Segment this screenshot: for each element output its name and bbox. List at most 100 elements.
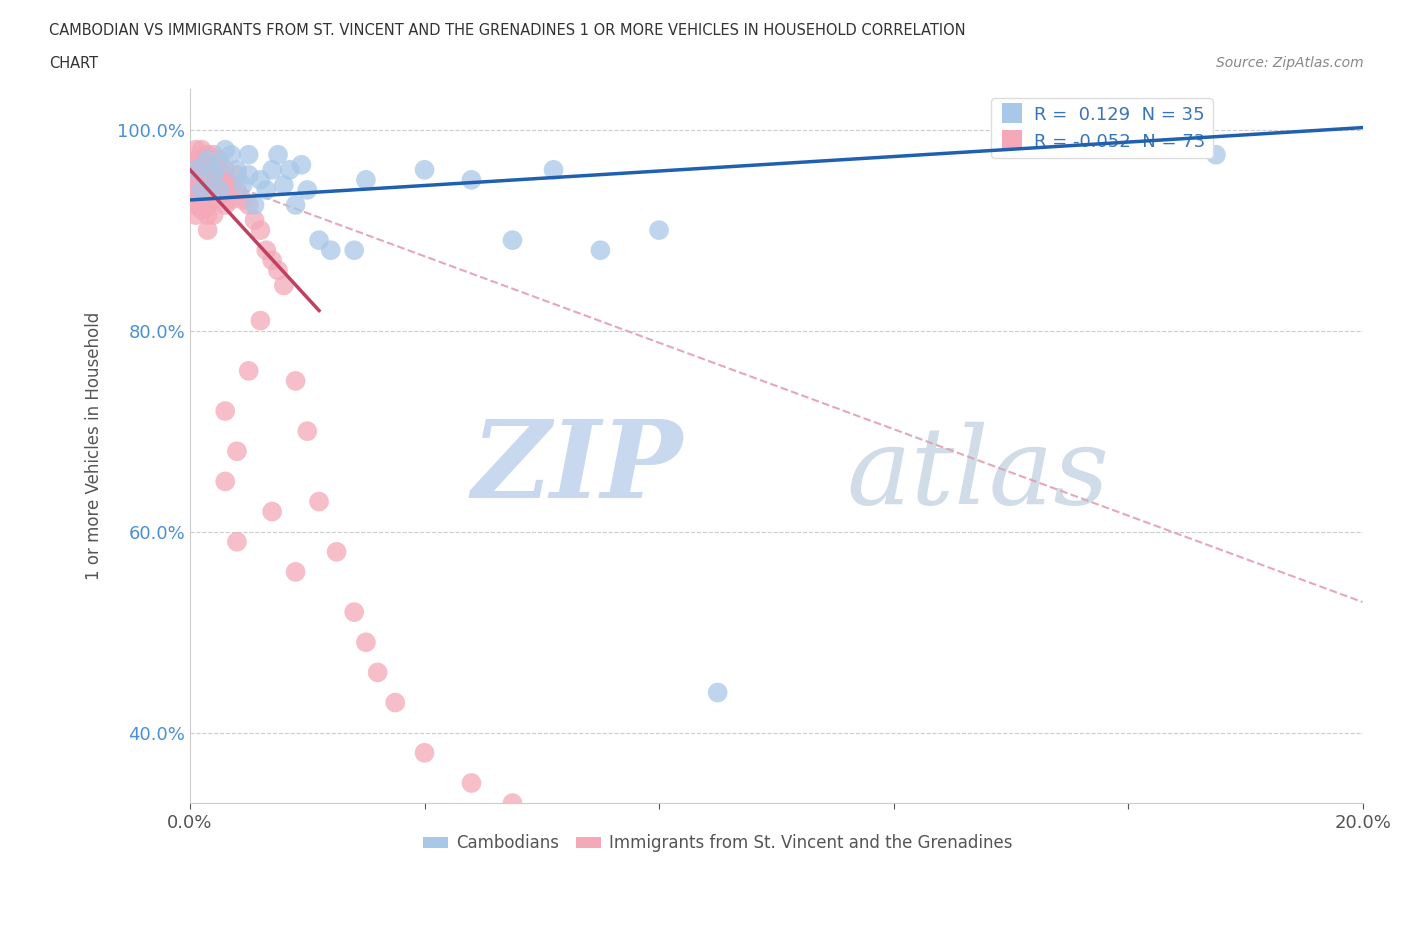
- Point: [184, 197, 207, 212]
- Point: [589, 243, 612, 258]
- Point: [191, 182, 214, 197]
- Point: [297, 182, 319, 197]
- Point: [184, 163, 207, 178]
- Point: [254, 243, 277, 258]
- Point: [191, 178, 214, 193]
- Point: [214, 404, 236, 418]
- Point: [184, 157, 207, 172]
- Point: [197, 207, 219, 222]
- Point: [284, 565, 307, 579]
- Point: [214, 474, 236, 489]
- Point: [219, 178, 242, 193]
- Point: [308, 232, 330, 247]
- Point: [197, 167, 219, 182]
- Point: [367, 665, 389, 680]
- Point: [197, 147, 219, 162]
- Point: [214, 172, 236, 187]
- Text: Source: ZipAtlas.com: Source: ZipAtlas.com: [1216, 56, 1364, 70]
- Point: [502, 232, 524, 247]
- Point: [197, 157, 219, 172]
- Point: [197, 197, 219, 212]
- Point: [354, 635, 377, 650]
- Point: [214, 142, 236, 157]
- Point: [249, 222, 271, 237]
- Point: [384, 695, 406, 710]
- Point: [202, 182, 225, 197]
- Point: [184, 182, 207, 197]
- Point: [226, 444, 249, 458]
- Point: [202, 193, 225, 207]
- Point: [214, 163, 236, 178]
- Point: [226, 167, 249, 182]
- Point: [460, 776, 482, 790]
- Point: [502, 796, 524, 811]
- Point: [219, 147, 242, 162]
- Point: [208, 157, 231, 172]
- Point: [184, 142, 207, 157]
- Point: [197, 222, 219, 237]
- Point: [413, 163, 436, 178]
- Point: [243, 213, 266, 228]
- Point: [208, 172, 231, 187]
- Point: [208, 153, 231, 167]
- Point: [706, 685, 728, 700]
- Point: [208, 182, 231, 197]
- Point: [238, 197, 260, 212]
- Point: [202, 163, 225, 178]
- Point: [208, 163, 231, 178]
- Point: [249, 313, 271, 328]
- Point: [308, 494, 330, 509]
- Point: [202, 167, 225, 182]
- Point: [648, 222, 671, 237]
- Point: [290, 157, 312, 172]
- Point: [184, 193, 207, 207]
- Point: [297, 424, 319, 439]
- Y-axis label: 1 or more Vehicles in Household: 1 or more Vehicles in Household: [86, 312, 103, 580]
- Point: [273, 278, 295, 293]
- Text: CAMBODIAN VS IMMIGRANTS FROM ST. VINCENT AND THE GRENADINES 1 OR MORE VEHICLES I: CAMBODIAN VS IMMIGRANTS FROM ST. VINCENT…: [49, 23, 966, 38]
- Point: [262, 163, 284, 178]
- Point: [202, 172, 225, 187]
- Point: [197, 188, 219, 203]
- Point: [238, 167, 260, 182]
- Point: [184, 172, 207, 187]
- Point: [191, 142, 214, 157]
- Point: [184, 167, 207, 182]
- Point: [284, 197, 307, 212]
- Point: [238, 364, 260, 379]
- Point: [208, 188, 231, 203]
- Text: atlas: atlas: [846, 422, 1109, 527]
- Text: CHART: CHART: [49, 56, 98, 71]
- Point: [191, 203, 214, 218]
- Point: [343, 604, 366, 619]
- Point: [254, 182, 277, 197]
- Point: [214, 197, 236, 212]
- Point: [184, 188, 207, 203]
- Point: [226, 535, 249, 550]
- Point: [197, 153, 219, 167]
- Point: [578, 836, 600, 851]
- Point: [184, 163, 207, 178]
- Point: [1205, 147, 1227, 162]
- Point: [273, 178, 295, 193]
- Point: [197, 178, 219, 193]
- Point: [619, 856, 641, 870]
- Point: [262, 253, 284, 268]
- Point: [202, 147, 225, 162]
- Point: [249, 172, 271, 187]
- Point: [238, 147, 260, 162]
- Point: [319, 243, 342, 258]
- Point: [530, 816, 553, 830]
- Point: [191, 157, 214, 172]
- Point: [1116, 132, 1139, 147]
- Point: [226, 163, 249, 178]
- Point: [232, 178, 254, 193]
- Point: [413, 745, 436, 760]
- Point: [267, 147, 290, 162]
- Point: [226, 182, 249, 197]
- Point: [354, 172, 377, 187]
- Point: [232, 193, 254, 207]
- Point: [262, 504, 284, 519]
- Point: [325, 544, 347, 559]
- Point: [543, 163, 565, 178]
